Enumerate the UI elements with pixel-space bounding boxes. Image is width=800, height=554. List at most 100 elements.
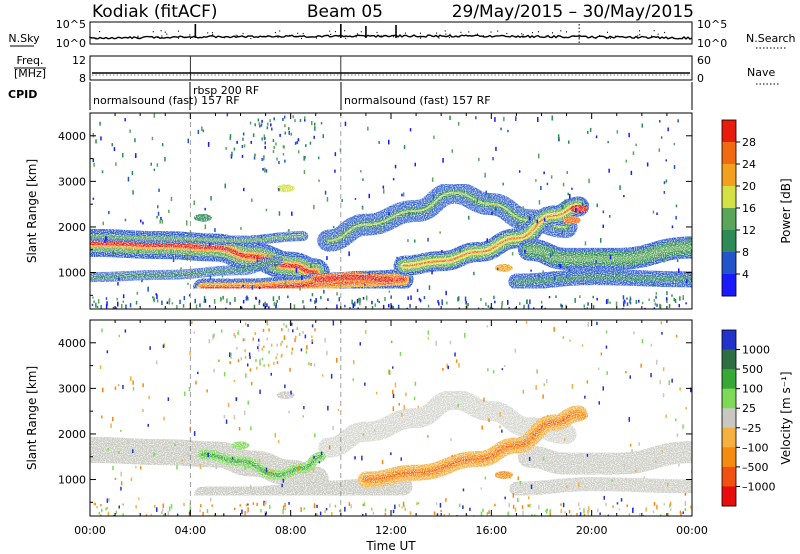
- noise-speck: [519, 302, 521, 305]
- noise-speck: [629, 297, 632, 301]
- noise-speck: [414, 162, 416, 167]
- noise-speck: [124, 329, 127, 333]
- noise-speck: [629, 375, 631, 379]
- noise-speck: [625, 371, 627, 374]
- noise-speck: [631, 448, 633, 453]
- noise-speck: [287, 471, 290, 477]
- noise-speck: [235, 397, 237, 402]
- colorbar-cell: [722, 252, 736, 275]
- noise-speck: [272, 469, 274, 473]
- noise-speck: [302, 300, 304, 304]
- colorbar-cell: [722, 142, 736, 165]
- noise-speck: [447, 365, 449, 370]
- noise-speck: [303, 305, 305, 309]
- noise-speck: [443, 514, 446, 516]
- noise-speck: [517, 497, 519, 503]
- noise-speck: [111, 143, 113, 147]
- noise-speck: [112, 306, 115, 309]
- colorbar-cell: [722, 408, 736, 429]
- noise-speck: [262, 303, 265, 307]
- noise-speck: [153, 297, 156, 303]
- noise-speck: [147, 423, 149, 427]
- noise-speck: [616, 130, 619, 134]
- noise-speck: [163, 513, 165, 516]
- noise-speck: [188, 294, 191, 297]
- noise-speck: [247, 465, 250, 469]
- noise-speck: [359, 342, 361, 346]
- noise-speck: [571, 187, 573, 190]
- noise-speck: [314, 126, 316, 131]
- velocity-patch-1: [494, 470, 513, 479]
- noise-speck: [268, 350, 270, 354]
- noise-speck: [297, 466, 300, 471]
- nsearch-point: [522, 36, 524, 38]
- noise-speck: [136, 291, 139, 295]
- noise-speck: [244, 355, 247, 359]
- nsearch-point: [95, 37, 97, 39]
- noise-speck: [234, 507, 236, 511]
- nsearch-point: [360, 31, 362, 33]
- noise-speck: [303, 507, 305, 510]
- noise-speck: [543, 383, 545, 386]
- noise-speck: [388, 139, 390, 145]
- noise-speck: [233, 147, 236, 151]
- nsearch-point: [355, 36, 357, 38]
- noise-speck: [605, 299, 608, 305]
- noise-speck: [273, 145, 275, 149]
- colorbar-tick-label: 20: [742, 180, 756, 193]
- noise-speck: [249, 121, 252, 125]
- noise-speck: [390, 452, 392, 456]
- noise-speck: [258, 458, 261, 462]
- noise-speck: [276, 157, 278, 161]
- nsearch-point: [184, 36, 186, 38]
- noise-speck: [334, 169, 336, 173]
- colorbar-cell: [722, 466, 736, 487]
- noise-speck: [115, 510, 118, 515]
- noise-speck: [155, 293, 157, 296]
- noise-speck: [266, 303, 268, 308]
- noise-speck: [265, 467, 268, 473]
- noise-speck: [139, 466, 142, 470]
- noise-speck: [261, 357, 264, 361]
- noise-speck: [290, 132, 292, 136]
- noise-speck: [359, 301, 361, 306]
- noise-speck: [122, 513, 124, 516]
- noise-speck: [519, 481, 522, 485]
- noise-speck: [284, 281, 287, 286]
- noise-speck: [294, 119, 296, 123]
- noise-speck: [648, 298, 650, 301]
- noise-speck: [311, 324, 314, 328]
- noise-speck: [266, 126, 269, 130]
- noise-speck: [117, 384, 120, 387]
- noise-speck: [283, 322, 285, 326]
- noise-speck: [255, 296, 257, 300]
- noise-speck: [418, 297, 421, 301]
- nsearch-point: [545, 35, 547, 37]
- nsearch-point: [521, 33, 523, 35]
- noise-speck: [371, 300, 373, 305]
- noise-speck: [263, 345, 265, 348]
- noise-speck: [499, 425, 501, 429]
- noise-speck: [541, 305, 543, 308]
- power-patch-3: [570, 204, 589, 213]
- noise-speck: [118, 505, 120, 509]
- noise-speck: [568, 269, 571, 273]
- noise-speck: [528, 216, 531, 221]
- velocity-colorbar: 1000 500 100 25 –25 –100 –500 –1000: [721, 329, 776, 507]
- colorbar-tick-label: 500: [742, 363, 763, 376]
- noise-speck: [352, 303, 354, 308]
- noise-speck: [368, 271, 371, 276]
- colorbar-cell: [722, 388, 736, 409]
- colorbar-cell: [722, 208, 736, 231]
- noise-speck: [172, 258, 175, 263]
- noise-speck: [538, 153, 540, 159]
- noise-speck: [263, 157, 265, 161]
- noise-speck: [555, 295, 557, 298]
- noise-speck: [626, 297, 628, 300]
- noise-speck: [392, 307, 394, 309]
- noise-speck: [587, 130, 589, 134]
- noise-speck: [233, 415, 236, 420]
- noise-speck: [275, 356, 277, 360]
- noise-speck: [371, 507, 373, 511]
- noise-speck: [357, 307, 359, 309]
